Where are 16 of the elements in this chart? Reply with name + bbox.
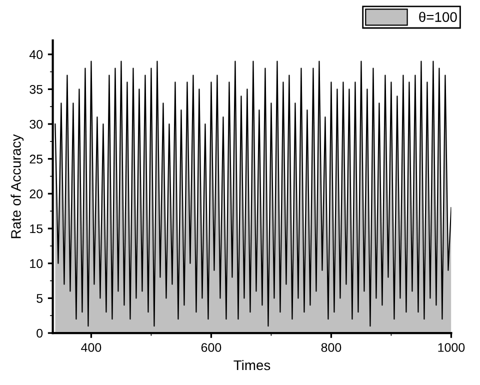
y-tick-label: 25 (30, 154, 43, 164)
y-tick-label: 15 (30, 224, 43, 234)
x-tick-label: 800 (321, 343, 342, 352)
x-tick-label: 400 (81, 343, 102, 352)
y-tick-label: 20 (30, 189, 43, 198)
y-axis-title: Rate of Accuracy (10, 134, 24, 238)
legend-label: θ=100 (419, 12, 457, 22)
y-tick-label: 35 (30, 84, 43, 94)
y-tick-label: 10 (30, 259, 43, 268)
y-tick-label: 0 (36, 328, 43, 338)
y-tick-label: 40 (29, 50, 43, 60)
y-tick-label: 5 (36, 294, 43, 303)
y-tick-label: 30 (30, 120, 43, 129)
x-axis-title: Times (234, 360, 270, 370)
x-tick-label: 1000 (438, 343, 465, 352)
x-tick-label: 600 (201, 343, 222, 352)
